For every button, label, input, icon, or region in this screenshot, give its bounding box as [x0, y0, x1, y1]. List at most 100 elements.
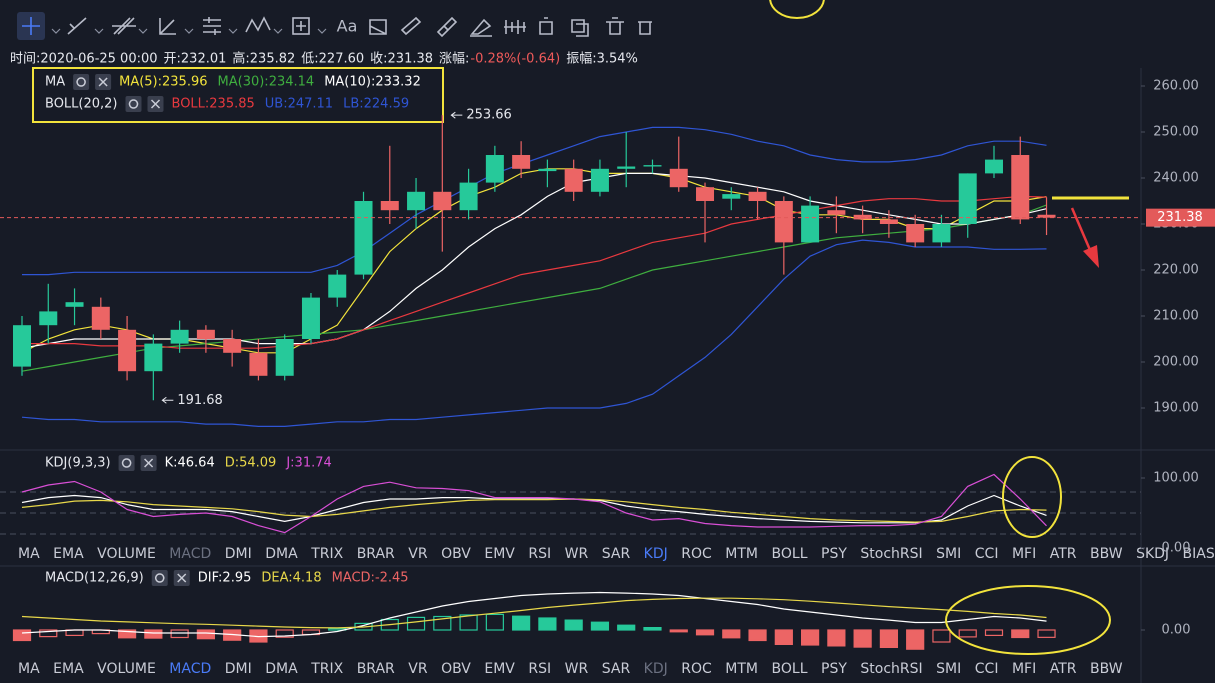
macd-bar — [170, 629, 189, 639]
indicator-tab[interactable]: CCI — [975, 661, 999, 677]
legend-entry: UB:247.11 — [265, 97, 333, 112]
macd-bar — [538, 617, 557, 631]
indicator-tab[interactable]: ROC — [681, 546, 712, 562]
y-tick-label: 0.00 — [1162, 623, 1191, 638]
tool-dropdown[interactable] — [51, 28, 327, 34]
indicator-tab[interactable]: SAR — [602, 661, 631, 677]
tool-box[interactable] — [292, 17, 310, 35]
tool-lock[interactable] — [539, 17, 553, 35]
settings-icon[interactable] — [118, 455, 135, 471]
tool-eraser[interactable] — [470, 18, 492, 37]
candle-body — [65, 302, 84, 307]
tool-brush[interactable] — [400, 16, 422, 36]
candle-body — [249, 352, 268, 376]
header-item: 振幅:3.54% — [566, 52, 638, 67]
legend-entry: MA(10):233.32 — [324, 75, 421, 90]
indicator-tab[interactable]: RSI — [528, 546, 551, 562]
indicator-tab[interactable]: MTM — [725, 661, 758, 677]
macd-bar — [722, 629, 741, 639]
tool-fib[interactable] — [203, 17, 221, 35]
settings-icon[interactable] — [151, 570, 168, 586]
macd-bar — [800, 629, 820, 646]
indicator-tab[interactable]: SAR — [602, 546, 631, 562]
indicator-tab[interactable]: WR — [565, 546, 589, 562]
indicator-tab[interactable]: VR — [408, 661, 428, 677]
indicator-tab[interactable]: DMI — [225, 546, 252, 562]
tool-wave[interactable] — [245, 16, 271, 33]
macd-bar — [406, 616, 426, 631]
tool-line[interactable] — [67, 17, 87, 35]
macd-bar — [1037, 629, 1056, 638]
tool-text[interactable]: Aa — [337, 17, 358, 36]
indicator-tab[interactable]: VOLUME — [97, 546, 156, 562]
candle-body — [512, 155, 531, 169]
indicator-tab[interactable]: StochRSI — [860, 546, 922, 562]
header-item: 收:231.38 — [370, 52, 433, 67]
indicator-tab[interactable]: MA — [18, 661, 40, 677]
legend-entry: MA(30):234.14 — [218, 75, 315, 90]
macd-bar — [643, 626, 662, 631]
indicator-tab[interactable]: TRIX — [310, 661, 343, 677]
tool-crosshair[interactable] — [22, 17, 40, 35]
indicator-tab[interactable]: EMA — [53, 546, 84, 562]
indicator-tab[interactable]: BRAR — [357, 661, 395, 677]
indicator-tab[interactable]: StochRSI — [860, 661, 922, 677]
indicator-tab[interactable]: MACD — [169, 661, 211, 677]
indicator-tab[interactable]: BBW — [1090, 661, 1123, 677]
tool-angle[interactable] — [159, 18, 176, 35]
tool-delete[interactable] — [606, 17, 624, 35]
indicator-tab[interactable]: ATR — [1050, 661, 1077, 677]
candle-body — [984, 159, 1003, 174]
tool-ruler[interactable] — [436, 16, 458, 38]
y-tick-label: 210.00 — [1153, 309, 1199, 324]
indicator-tab[interactable]: KDJ — [644, 546, 668, 562]
indicator-tab[interactable]: SKDJ — [1136, 546, 1169, 562]
indicator-tab[interactable]: MACD — [169, 546, 211, 562]
indicator-tab[interactable]: MFI — [1012, 546, 1036, 562]
indicator-tab[interactable]: VOLUME — [97, 661, 156, 677]
tool-trash[interactable] — [638, 21, 652, 35]
settings-icon[interactable] — [73, 74, 90, 90]
indicator-tab[interactable]: SMI — [936, 661, 961, 677]
indicator-tab[interactable]: ROC — [681, 661, 712, 677]
macd-bar — [12, 629, 32, 642]
indicator-tab[interactable]: PSY — [821, 546, 847, 562]
indicator-tab[interactable]: DMA — [265, 546, 298, 562]
indicator-tab[interactable]: CCI — [975, 546, 999, 562]
indicator-tab[interactable]: PSY — [821, 661, 847, 677]
indicator-tab[interactable]: MA — [18, 546, 40, 562]
indicator-tab[interactable]: EMV — [484, 661, 515, 677]
indicator-tab[interactable]: RSI — [528, 661, 551, 677]
candle-body — [801, 205, 820, 243]
indicator-tab[interactable]: TRIX — [310, 546, 343, 562]
tool-box-plus[interactable] — [296, 21, 306, 31]
candle-body — [13, 325, 31, 367]
indicator-tab[interactable]: VR — [408, 546, 428, 562]
indicator-tab[interactable]: SMI — [936, 546, 961, 562]
indicator-tab[interactable]: OBV — [441, 661, 471, 677]
indicator-tab[interactable]: BIAS — [1183, 546, 1215, 562]
indicator-tab[interactable]: KDJ — [644, 661, 668, 677]
settings-icon[interactable] — [125, 96, 142, 112]
indicator-tab[interactable]: OBV — [441, 546, 471, 562]
indicator-tab[interactable]: DMI — [225, 661, 252, 677]
indicator-tab[interactable]: DMA — [265, 661, 298, 677]
indicator-tab[interactable]: BOLL — [772, 546, 808, 562]
indicator-tab[interactable]: BRAR — [357, 546, 395, 562]
tool-channel[interactable] — [112, 17, 136, 35]
candle-body — [827, 210, 846, 215]
tool-shape[interactable] — [369, 19, 387, 35]
indicator-tab[interactable]: MFI — [1012, 661, 1036, 677]
indicator-line — [22, 126, 1047, 276]
indicator-tab[interactable]: WR — [565, 661, 589, 677]
tool-pattern[interactable] — [504, 20, 526, 34]
indicator-tab[interactable]: MTM — [725, 546, 758, 562]
indicator-tab[interactable]: BBW — [1090, 546, 1123, 562]
indicator-line — [21, 172, 1047, 349]
indicator-tab[interactable]: EMV — [484, 546, 515, 562]
indicator-tab[interactable]: BOLL — [772, 661, 808, 677]
indicator-tab[interactable]: ATR — [1050, 546, 1077, 562]
indicator-tab[interactable]: EMA — [53, 661, 84, 677]
tool-copy[interactable] — [571, 19, 589, 37]
icon-glyph — [150, 99, 161, 109]
